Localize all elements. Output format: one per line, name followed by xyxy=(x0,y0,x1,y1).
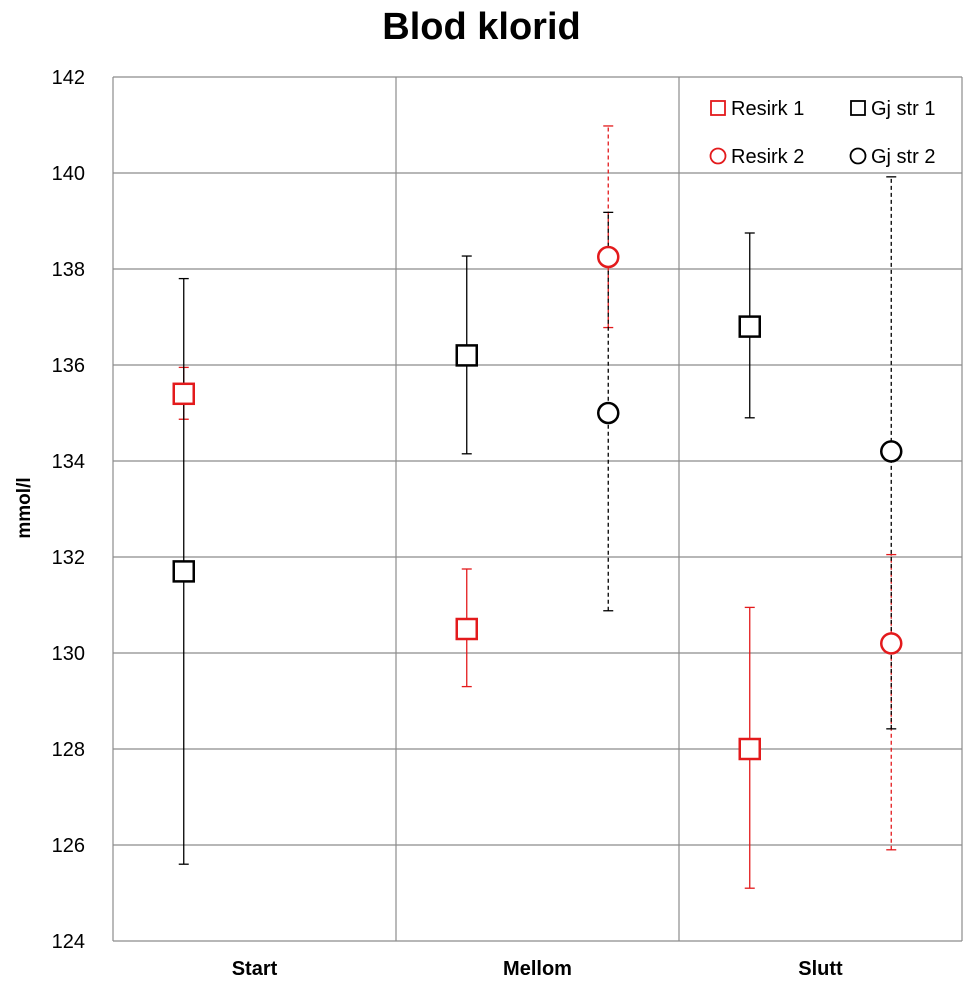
legend-label: Resirk 2 xyxy=(731,146,804,168)
legend-label: Gj str 2 xyxy=(871,146,935,168)
y-tick-label: 138 xyxy=(52,259,85,281)
markers-resirk-1 xyxy=(172,382,761,761)
data-series xyxy=(172,125,903,889)
legend-marker xyxy=(849,147,867,165)
y-tick-label: 136 xyxy=(52,355,85,377)
data-point xyxy=(880,632,903,655)
y-tick-label: 124 xyxy=(52,931,85,953)
legend-marker xyxy=(710,100,726,116)
legend-marker xyxy=(850,100,866,116)
markers-resirk-2 xyxy=(597,245,903,655)
legend-label: Resirk 1 xyxy=(731,98,804,120)
grid-lines xyxy=(112,76,963,942)
x-tick-label: Slutt xyxy=(798,958,843,980)
data-point xyxy=(455,617,478,641)
x-tick-label: Start xyxy=(232,958,278,980)
legend-entry: Resirk 1 xyxy=(710,98,804,120)
series-resirk-2 xyxy=(603,125,897,851)
legend: Resirk 1 Gj str 1 Resirk 2 Gj str 2 xyxy=(709,98,935,168)
axes: 124 126 128 130 132 134 136 138 140 142 Start Mello… xyxy=(52,67,843,980)
y-tick-label: 142 xyxy=(52,67,85,89)
y-axis-label: mmol/l xyxy=(14,477,35,538)
y-tick-label: 132 xyxy=(52,547,85,569)
data-point xyxy=(172,382,195,406)
y-tick-label: 130 xyxy=(52,643,85,665)
legend-marker xyxy=(709,147,727,165)
data-point xyxy=(455,344,478,367)
markers-gj-str-2 xyxy=(597,401,903,463)
y-tick-label: 134 xyxy=(52,451,85,473)
y-tick-label: 140 xyxy=(52,163,85,185)
legend-label: Gj str 1 xyxy=(871,98,935,120)
legend-entry: Resirk 2 xyxy=(709,146,804,168)
data-point xyxy=(738,737,761,761)
data-point xyxy=(738,315,761,338)
y-tick-label: 128 xyxy=(52,739,85,761)
y-tick-label: 126 xyxy=(52,835,85,857)
data-point xyxy=(880,440,903,463)
legend-entry: Gj str 1 xyxy=(850,98,935,120)
data-point xyxy=(597,401,620,425)
data-point xyxy=(597,245,620,269)
series-gj-str-1 xyxy=(178,232,755,865)
data-point xyxy=(172,560,195,583)
chart-title: Blod klorid xyxy=(382,6,581,48)
markers-gj-str-1 xyxy=(172,315,761,583)
x-tick-label: Mellom xyxy=(503,958,572,980)
legend-entry: Gj str 2 xyxy=(849,146,935,168)
